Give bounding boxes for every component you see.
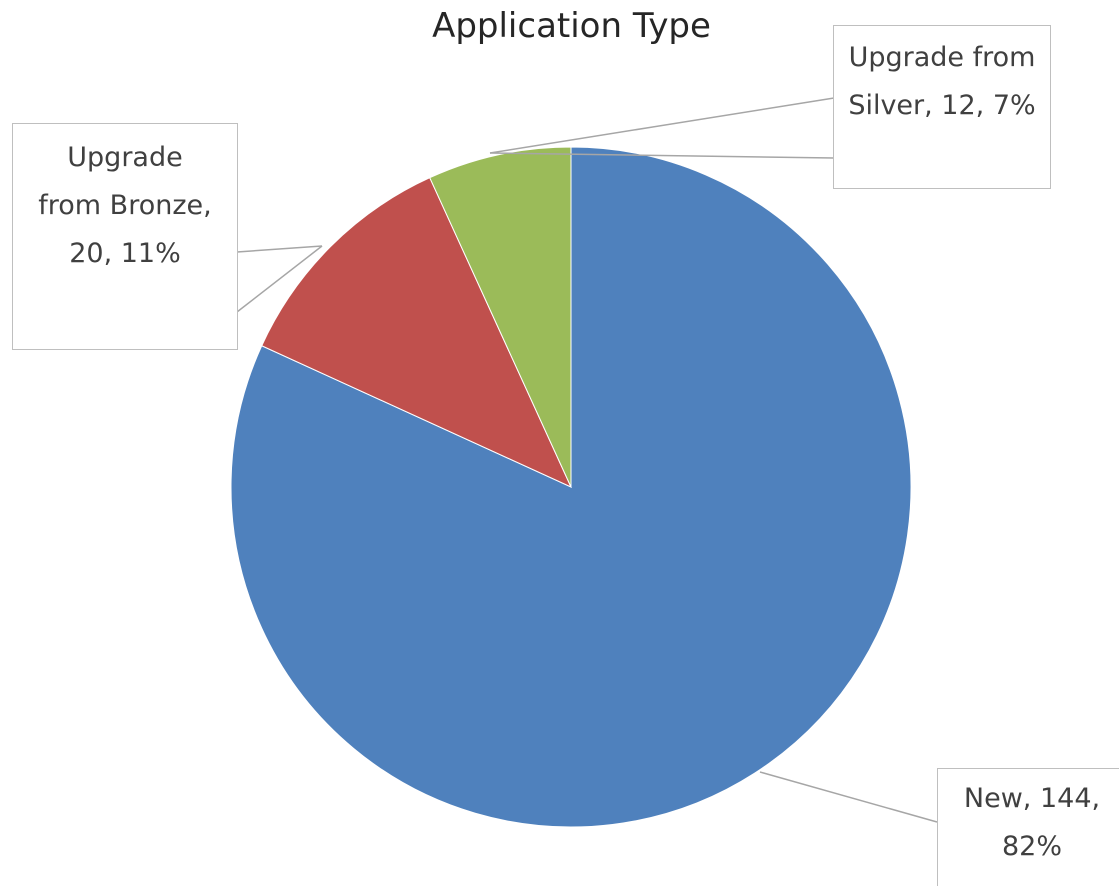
leader-line: [489, 152, 835, 159]
data-label: Upgrade from Silver, 12, 7%: [833, 25, 1051, 189]
leader-line: [489, 97, 835, 154]
data-label: New, 144, 82%: [937, 768, 1119, 886]
leader-line: [236, 245, 323, 313]
slices: [230, 146, 912, 828]
chart-title: Application Type: [432, 6, 711, 46]
leader-line: [236, 245, 323, 253]
leader-line: [759, 771, 938, 823]
pie-slice: [429, 146, 572, 488]
pie-slice: [261, 177, 573, 489]
data-label: Upgrade from Bronze, 20, 11%: [12, 123, 238, 350]
